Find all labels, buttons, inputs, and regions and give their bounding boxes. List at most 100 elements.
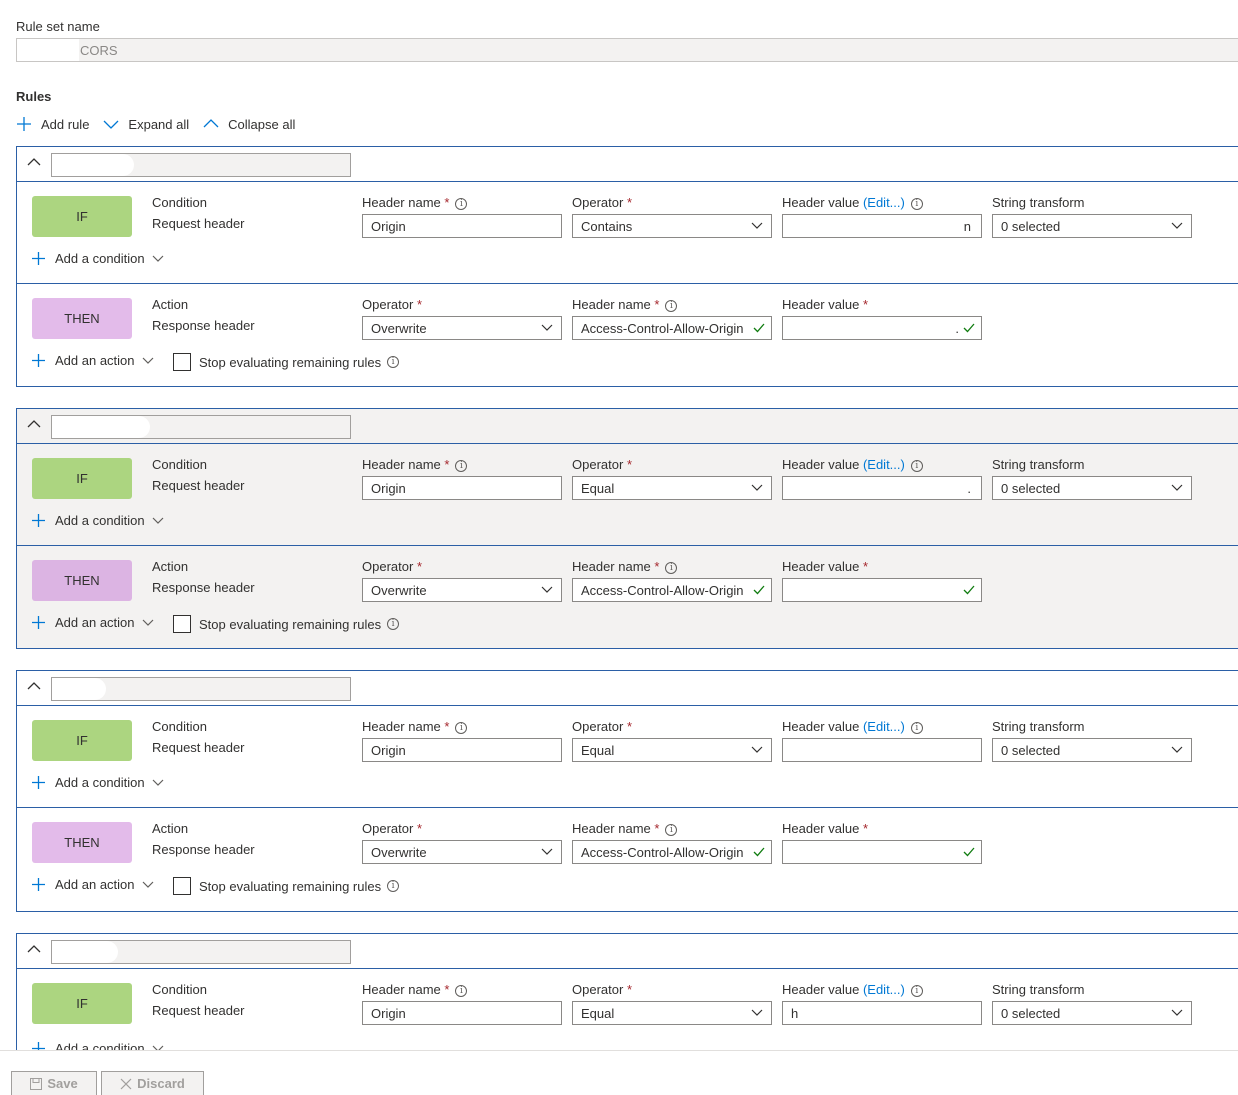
edit-link[interactable]: (Edit...) [862,982,905,997]
footer-bar: Save Discard [0,1050,1238,1095]
operator-select[interactable]: Equal [572,738,772,762]
action-section: THEN Action Response header Operator * O… [17,546,1238,648]
save-button[interactable]: Save [11,1071,97,1095]
collapse-all-button[interactable]: Collapse all [203,117,295,132]
checkmark-icon [963,323,975,333]
chevron-down-icon [142,881,153,888]
chevron-up-icon[interactable] [27,681,41,691]
header-value-label: Header value (Edit...) i [782,982,923,997]
operator-select[interactable]: Contains [572,214,772,238]
chevron-down-icon [541,586,553,593]
if-badge: IF [32,983,132,1024]
info-icon[interactable]: i [455,459,468,472]
operator-label: Operator * [362,821,422,836]
add-rule-button[interactable]: Add rule [16,116,89,132]
collapse-all-label: Collapse all [228,116,296,132]
header-value-input[interactable]: h [782,1001,982,1025]
info-icon[interactable]: i [455,984,468,997]
condition-label: Condition [152,982,207,997]
header-value-label: Header value * [782,821,869,836]
string-transform-select[interactable]: 0 selected [992,738,1192,762]
then-badge: THEN [32,560,132,601]
string-transform-select[interactable]: 0 selected [992,1001,1192,1025]
action-header-name-input[interactable]: Access-Control-Allow-Origin [572,840,772,864]
rules-toolbar: Add rule Expand all Collapse all [16,112,309,136]
action-header-value-input[interactable] [782,578,982,602]
info-icon[interactable]: i [387,356,400,368]
stop-evaluating-label: Stop evaluating remaining rules [199,878,382,894]
header-name-input[interactable]: Origin [362,214,562,238]
stop-evaluating-checkbox[interactable] [173,353,191,371]
info-icon[interactable]: i [910,197,923,210]
chevron-down-icon [152,779,164,786]
info-icon[interactable]: i [455,197,468,210]
edit-link[interactable]: (Edit...) [862,457,905,472]
action-header-value-input[interactable] [782,840,982,864]
action-section: THEN Action Response header Operator * O… [17,808,1238,910]
add-condition-button[interactable]: Add a condition [31,775,164,790]
add-action-button[interactable]: Add an action [31,353,154,368]
header-value-input[interactable]: . [782,476,982,500]
header-value-label: Header value * [782,297,869,312]
chevron-up-icon[interactable] [27,944,41,954]
info-icon[interactable]: i [910,721,923,734]
action-header-value-input[interactable]: . [782,316,982,340]
action-operator-select[interactable]: Overwrite [362,840,562,864]
chevron-down-icon [541,324,553,331]
stop-evaluating-option: Stop evaluating remaining rules i [173,615,400,633]
info-icon[interactable]: i [910,459,923,472]
stop-evaluating-checkbox[interactable] [173,615,191,633]
edit-link[interactable]: (Edit...) [862,719,905,734]
add-action-button[interactable]: Add an action [31,877,154,892]
condition-section: IF Condition Request header Header name … [17,444,1238,546]
info-icon[interactable]: i [455,721,468,734]
header-name-input[interactable]: Origin [362,476,562,500]
header-value-input[interactable]: n [782,214,982,238]
header-name-label: Header name * i [572,297,678,312]
add-condition-button[interactable]: Add a condition [31,251,164,266]
header-name-input[interactable]: Origin [362,738,562,762]
action-operator-select[interactable]: Overwrite [362,578,562,602]
plus-icon [17,117,31,131]
plus-icon [32,616,45,629]
string-transform-select[interactable]: 0 selected [992,214,1192,238]
info-icon[interactable]: i [665,561,678,574]
expand-all-button[interactable]: Expand all [103,117,189,132]
info-icon[interactable]: i [387,618,400,630]
request-header-label: Request header [152,216,245,231]
discard-button[interactable]: Discard [101,1071,204,1095]
rule-header [17,409,1238,444]
rule-name-input[interactable] [51,153,351,177]
chevron-up-icon[interactable] [27,419,41,429]
action-header-name-input[interactable]: Access-Control-Allow-Origin [572,316,772,340]
stop-evaluating-checkbox[interactable] [173,877,191,895]
string-transform-label: String transform [992,982,1085,997]
info-icon[interactable]: i [665,299,678,312]
rule-name-input[interactable] [51,940,351,964]
plus-icon [32,354,45,367]
header-value-input[interactable] [782,738,982,762]
action-header-name-input[interactable]: Access-Control-Allow-Origin [572,578,772,602]
chevron-up-icon[interactable] [27,157,41,167]
info-icon[interactable]: i [910,984,923,997]
rule-name-input[interactable] [51,415,351,439]
stop-evaluating-label: Stop evaluating remaining rules [199,354,382,370]
operator-select[interactable]: Equal [572,1001,772,1025]
checkmark-icon [963,847,975,857]
info-icon[interactable]: i [387,880,400,892]
plus-icon [32,252,45,265]
add-action-button[interactable]: Add an action [31,615,154,630]
ruleset-name-input[interactable]: CORS [16,38,1238,62]
action-operator-select[interactable]: Overwrite [362,316,562,340]
then-badge: THEN [32,298,132,339]
operator-select[interactable]: Equal [572,476,772,500]
string-transform-select[interactable]: 0 selected [992,476,1192,500]
rule-name-input[interactable] [51,677,351,701]
add-condition-button[interactable]: Add a condition [31,513,164,528]
header-name-label: Header name * i [362,719,468,734]
header-name-input[interactable]: Origin [362,1001,562,1025]
then-badge: THEN [32,822,132,863]
info-icon[interactable]: i [665,823,678,836]
edit-link[interactable]: (Edit...) [862,195,905,210]
expand-all-label: Expand all [128,116,190,132]
